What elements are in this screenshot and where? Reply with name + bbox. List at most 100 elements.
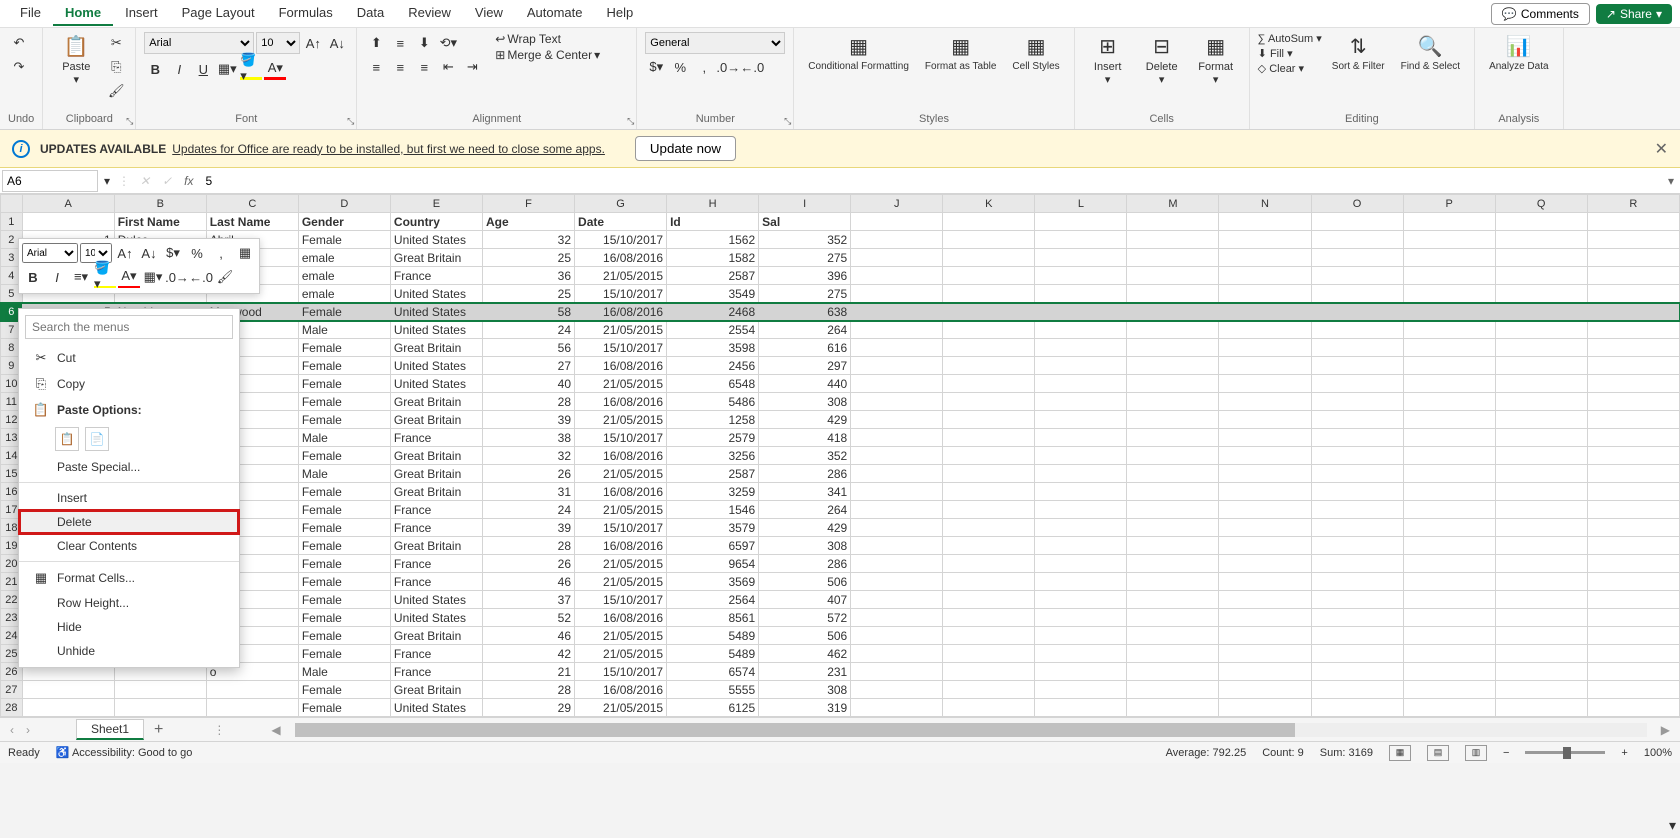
header-cell[interactable]: Sal xyxy=(759,213,851,231)
decrease-indent-button[interactable]: ⇤ xyxy=(437,56,459,78)
cell[interactable]: 32 xyxy=(482,447,574,465)
menubar-item-formulas[interactable]: Formulas xyxy=(267,1,345,26)
number-format-select[interactable]: General xyxy=(645,32,785,54)
cell[interactable]: 15/10/2017 xyxy=(575,429,667,447)
accept-formula-button[interactable]: ✓ xyxy=(156,174,178,188)
cell[interactable] xyxy=(22,681,114,699)
menu-delete[interactable]: Delete xyxy=(19,510,239,534)
dialog-launcher[interactable]: ⤡ xyxy=(784,116,791,127)
dialog-launcher[interactable]: ⤡ xyxy=(627,116,634,127)
menubar-item-data[interactable]: Data xyxy=(345,1,396,26)
cell[interactable]: 3579 xyxy=(667,519,759,537)
accounting-button[interactable]: $▾ xyxy=(645,56,667,78)
align-top-button[interactable]: ⬆ xyxy=(365,32,387,54)
sheet-tab-active[interactable]: Sheet1 xyxy=(76,719,144,740)
name-box-dropdown[interactable]: ▾ xyxy=(100,174,114,188)
col-head-Q[interactable]: Q xyxy=(1495,195,1587,213)
cell[interactable]: 36 xyxy=(482,267,574,285)
zoom-level[interactable]: 100% xyxy=(1644,747,1672,759)
cell[interactable]: 2579 xyxy=(667,429,759,447)
cell[interactable]: 6574 xyxy=(667,663,759,681)
col-head-C[interactable]: C xyxy=(206,195,298,213)
cell[interactable]: Male xyxy=(298,429,390,447)
cell[interactable]: 9654 xyxy=(667,555,759,573)
comma-button[interactable]: , xyxy=(693,56,715,78)
cell[interactable]: emale xyxy=(298,285,390,303)
cell[interactable]: 38 xyxy=(482,429,574,447)
hscroll-right[interactable]: ▶ xyxy=(1655,723,1676,737)
cell[interactable]: 46 xyxy=(482,627,574,645)
cell[interactable]: 462 xyxy=(759,645,851,663)
cell[interactable]: 21/05/2015 xyxy=(575,645,667,663)
update-now-button[interactable]: Update now xyxy=(635,136,736,161)
paste-option-all[interactable]: 📋 xyxy=(55,427,79,451)
redo-button[interactable]: ↷ xyxy=(8,56,30,78)
cell[interactable]: France xyxy=(390,645,482,663)
cell[interactable]: 2554 xyxy=(667,321,759,339)
cell[interactable]: 39 xyxy=(482,411,574,429)
cell[interactable]: 24 xyxy=(482,501,574,519)
cell[interactable]: 407 xyxy=(759,591,851,609)
cell[interactable]: 5489 xyxy=(667,627,759,645)
header-cell[interactable] xyxy=(22,213,114,231)
find-select-button[interactable]: 🔍Find & Select xyxy=(1395,32,1466,74)
comments-button[interactable]: 💬Comments xyxy=(1491,3,1590,25)
cell[interactable]: Female xyxy=(298,573,390,591)
cell[interactable]: 3259 xyxy=(667,483,759,501)
cell[interactable]: France xyxy=(390,573,482,591)
cell[interactable]: 429 xyxy=(759,411,851,429)
zoom-slider[interactable] xyxy=(1525,751,1605,754)
view-normal-button[interactable]: ▦ xyxy=(1389,745,1411,761)
cell[interactable]: France xyxy=(390,663,482,681)
cell[interactable]: Great Britain xyxy=(390,681,482,699)
col-head-P[interactable]: P xyxy=(1403,195,1495,213)
cell[interactable]: 25 xyxy=(482,249,574,267)
increase-indent-button[interactable]: ⇥ xyxy=(461,56,483,78)
cell[interactable]: 5555 xyxy=(667,681,759,699)
cell[interactable]: Great Britain xyxy=(390,249,482,267)
cell[interactable]: 5486 xyxy=(667,393,759,411)
row-head-1[interactable]: 1 xyxy=(1,213,23,231)
cell[interactable]: Female xyxy=(298,357,390,375)
fill-color-button[interactable]: 🪣▾ xyxy=(240,58,262,80)
menubar-item-home[interactable]: Home xyxy=(53,1,113,26)
cell[interactable]: 40 xyxy=(482,375,574,393)
zoom-out-button[interactable]: − xyxy=(1503,747,1509,759)
header-cell[interactable]: First Name xyxy=(114,213,206,231)
cell[interactable]: 3569 xyxy=(667,573,759,591)
select-all-cell[interactable] xyxy=(1,195,23,213)
cell[interactable]: 16/08/2016 xyxy=(575,609,667,627)
orientation-button[interactable]: ⟲▾ xyxy=(437,32,459,54)
mini-inc-decimal[interactable]: .0→ xyxy=(166,266,188,288)
cell[interactable]: Great Britain xyxy=(390,537,482,555)
cell[interactable]: 26 xyxy=(482,465,574,483)
dialog-launcher[interactable]: ⤡ xyxy=(347,116,354,127)
cell[interactable]: Male xyxy=(298,663,390,681)
align-bottom-button[interactable]: ⬇ xyxy=(413,32,435,54)
menu-format-cells[interactable]: ▦Format Cells... xyxy=(19,565,239,591)
cell[interactable]: Female xyxy=(298,609,390,627)
col-head-N[interactable]: N xyxy=(1219,195,1311,213)
sheet-nav-prev[interactable]: ‹ xyxy=(4,723,20,737)
mini-font-select[interactable]: Arial xyxy=(22,243,78,263)
share-button[interactable]: ↗Share ▾ xyxy=(1596,4,1672,24)
cell[interactable]: 1258 xyxy=(667,411,759,429)
cell[interactable]: Great Britain xyxy=(390,483,482,501)
cell[interactable]: 16/08/2016 xyxy=(575,681,667,699)
cell[interactable]: 58 xyxy=(482,303,574,321)
name-box[interactable] xyxy=(2,170,98,192)
formula-input[interactable] xyxy=(200,170,1662,192)
cell[interactable]: Male xyxy=(298,321,390,339)
cell[interactable]: 16/08/2016 xyxy=(575,249,667,267)
cell[interactable]: 638 xyxy=(759,303,851,321)
cell[interactable]: 286 xyxy=(759,555,851,573)
sort-filter-button[interactable]: ⇅Sort & Filter xyxy=(1326,32,1391,74)
cell[interactable]: Female xyxy=(298,645,390,663)
cell[interactable]: 264 xyxy=(759,501,851,519)
merge-center-button[interactable]: ⊞ Merge & Center ▾ xyxy=(495,48,600,62)
cell[interactable]: 2587 xyxy=(667,267,759,285)
cell[interactable]: Female xyxy=(298,411,390,429)
cell[interactable]: 15/10/2017 xyxy=(575,285,667,303)
borders-button[interactable]: ▦▾ xyxy=(216,58,238,80)
cell[interactable]: 27 xyxy=(482,357,574,375)
